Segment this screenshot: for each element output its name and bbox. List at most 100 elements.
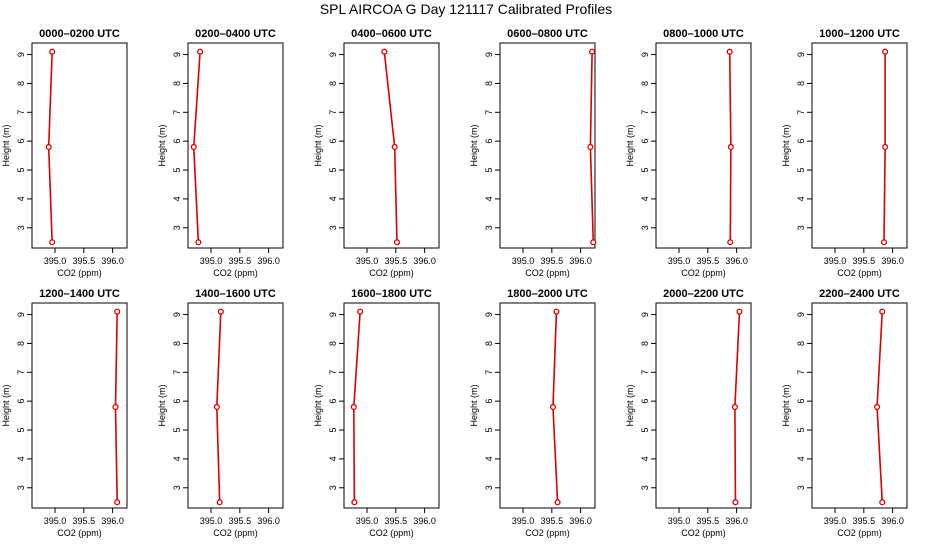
y-tick-label: 8	[328, 81, 338, 86]
x-axis-label: CO2 (ppm)	[57, 268, 102, 278]
y-axis-label: Height (m)	[781, 124, 791, 166]
data-point	[549, 403, 557, 410]
x-tick-label: 396.0	[881, 516, 904, 526]
y-tick-label: 6	[328, 399, 338, 404]
data-point	[874, 403, 881, 410]
y-tick-label: 7	[796, 370, 806, 375]
x-tick-label: 396.0	[569, 516, 592, 526]
y-tick-label: 5	[640, 168, 650, 173]
y-tick-label: 3	[172, 225, 182, 230]
y-tick-label: 9	[172, 52, 182, 57]
y-tick-label: 4	[172, 196, 182, 201]
data-point	[732, 499, 739, 506]
y-tick-label: 5	[172, 168, 182, 173]
y-axis-label: Height (m)	[313, 384, 323, 426]
data-point	[589, 48, 596, 55]
x-tick-label: 396.0	[101, 516, 124, 526]
y-tick-label: 6	[484, 139, 494, 144]
data-point	[554, 499, 561, 506]
y-axis-label: Height (m)	[1, 384, 11, 426]
y-tick-label: 7	[16, 370, 26, 375]
y-tick-label: 3	[16, 485, 26, 490]
plot-frame	[811, 302, 908, 509]
y-tick-label: 9	[328, 312, 338, 317]
y-tick-label: 7	[172, 110, 182, 115]
plot-frame	[31, 302, 128, 509]
y-axis-label: Height (m)	[1, 124, 11, 166]
y-tick-label: 5	[484, 168, 494, 173]
y-tick-label: 3	[640, 225, 650, 230]
y-tick-label: 6	[640, 399, 650, 404]
profile-panel: 1400–1600 UTC 395.0 395.5 396.0 3 4 5 6 7 8 9 CO2 (…	[157, 288, 284, 538]
y-tick-label: 9	[796, 312, 806, 317]
y-tick-label: 4	[484, 456, 494, 461]
profile-panel: 0600–0800 UTC 395.0 395.5 396.0 3 4 5 6 7 8 9 CO2 (…	[469, 28, 597, 278]
y-tick-label: 7	[484, 370, 494, 375]
panel-title: 0200–0400 UTC	[195, 28, 276, 40]
x-axis-label: CO2 (ppm)	[837, 528, 882, 538]
y-tick-label: 4	[172, 456, 182, 461]
plot-frame	[343, 42, 440, 249]
y-tick-label: 5	[796, 428, 806, 433]
y-tick-label: 4	[640, 196, 650, 201]
x-tick-label: 396.0	[257, 256, 280, 266]
x-tick-label: 396.0	[569, 256, 592, 266]
x-tick-label: 395.5	[853, 256, 876, 266]
profile-panel: 1200–1400 UTC 395.0 395.5 396.0 3 4 5 6 7 8 9 CO2 (…	[1, 288, 128, 538]
data-point	[49, 48, 56, 55]
y-axis-label: Height (m)	[157, 124, 167, 166]
y-tick-label: 4	[328, 456, 338, 461]
y-axis-label: Height (m)	[313, 124, 323, 166]
y-tick-label: 7	[796, 110, 806, 115]
x-tick-label: 395.5	[229, 516, 252, 526]
y-tick-label: 6	[796, 399, 806, 404]
y-tick-label: 9	[16, 312, 26, 317]
y-tick-label: 5	[172, 428, 182, 433]
x-axis-label: CO2 (ppm)	[213, 528, 258, 538]
y-tick-label: 8	[484, 341, 494, 346]
x-tick-label: 395.5	[853, 516, 876, 526]
y-tick-label: 7	[484, 110, 494, 115]
y-tick-label: 9	[328, 52, 338, 57]
data-point	[350, 403, 357, 410]
profile-panel: 0000–0200 UTC 395.0 395.5 396.0 3 4 5 6 7 8 9 CO2 (…	[1, 28, 128, 278]
x-axis-label: CO2 (ppm)	[369, 268, 414, 278]
x-tick-label: 395.0	[200, 256, 223, 266]
data-point	[217, 308, 224, 315]
y-tick-label: 4	[640, 456, 650, 461]
x-tick-label: 395.5	[697, 256, 720, 266]
x-tick-label: 395.0	[668, 256, 691, 266]
y-tick-label: 8	[640, 81, 650, 86]
y-axis-label: Height (m)	[625, 384, 635, 426]
y-tick-label: 8	[328, 341, 338, 346]
data-point	[731, 403, 738, 410]
x-tick-label: 396.0	[257, 516, 280, 526]
x-tick-label: 395.5	[73, 516, 96, 526]
data-point	[391, 143, 398, 150]
y-axis-label: Height (m)	[157, 384, 167, 426]
x-axis-label: CO2 (ppm)	[57, 528, 102, 538]
y-tick-label: 7	[328, 110, 338, 115]
y-tick-label: 9	[172, 312, 182, 317]
y-tick-label: 3	[172, 485, 182, 490]
x-tick-label: 395.0	[44, 256, 67, 266]
data-point	[879, 499, 886, 506]
plot-frame	[187, 42, 284, 249]
panel-title: 1400–1600 UTC	[195, 288, 276, 300]
y-tick-label: 8	[172, 341, 182, 346]
plot-frame	[343, 302, 440, 509]
y-tick-label: 6	[484, 399, 494, 404]
data-point	[882, 143, 889, 150]
x-axis-label: CO2 (ppm)	[837, 268, 882, 278]
y-tick-label: 6	[16, 399, 26, 404]
x-tick-label: 396.0	[413, 516, 436, 526]
data-point	[587, 143, 594, 150]
x-axis-label: CO2 (ppm)	[525, 268, 570, 278]
x-tick-label: 395.0	[824, 256, 847, 266]
profile-panel: 1800–2000 UTC 395.0 395.5 396.0 3 4 5 6 7 8 9 CO2 (…	[469, 288, 596, 538]
y-tick-label: 7	[640, 370, 650, 375]
data-point	[726, 48, 733, 55]
x-tick-label: 395.5	[541, 256, 564, 266]
y-tick-label: 9	[484, 52, 494, 57]
